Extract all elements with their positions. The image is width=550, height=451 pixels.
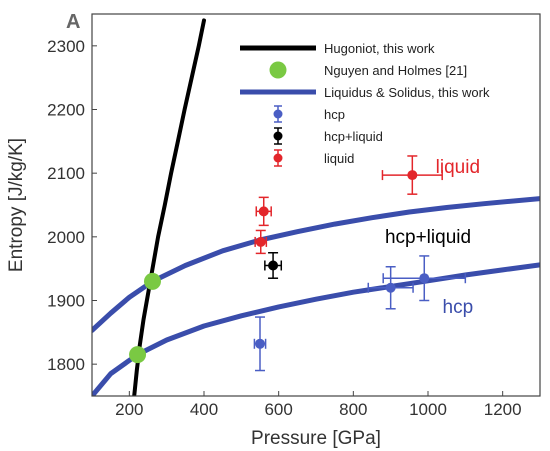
legend-marker-swatch xyxy=(273,131,283,141)
annotation-hcp: hcp xyxy=(443,297,474,318)
data-marker xyxy=(255,236,266,247)
nguyen-holmes-point xyxy=(129,346,147,364)
hcp-point xyxy=(253,316,267,372)
y-tick-label: 1900 xyxy=(47,292,85,311)
ticks-layer: 200 400 600 800 1000 1200 1800 1900 2000 2100 2200… xyxy=(47,37,521,419)
y-axis-label: Entropy [J/kg/K] xyxy=(6,138,27,272)
legend-label: Hugoniot, this work xyxy=(324,41,435,56)
y-tick-label: 2300 xyxy=(47,37,85,56)
legend-marker-swatch xyxy=(269,61,287,79)
x-tick-label: 1200 xyxy=(484,400,522,419)
legend-entry-nguyen-and-holmes-21: Nguyen and Holmes [21] xyxy=(269,61,467,79)
hugoniot-this-work-line xyxy=(132,18,206,396)
data-marker xyxy=(407,170,418,181)
hcp-point xyxy=(382,255,467,302)
x-axis-label: Pressure [GPa] xyxy=(251,428,381,449)
legend-entry-liquid: liquid xyxy=(273,149,354,167)
legend-label: hcp+liquid xyxy=(324,129,383,144)
data-marker xyxy=(258,206,269,217)
liquid-point xyxy=(255,196,272,227)
plot-frame xyxy=(91,13,541,397)
annotations: liquid hcp+liquid hcp xyxy=(385,157,480,318)
hcp-point xyxy=(367,266,414,310)
x-tick-label: 1000 xyxy=(409,400,447,419)
y-tick-label: 2200 xyxy=(47,101,85,120)
legend-entry-hcp-liquid: hcp+liquid xyxy=(273,127,383,145)
x-tick-label: 600 xyxy=(264,400,292,419)
legend-label: liquid xyxy=(324,151,354,166)
x-tick-label: 200 xyxy=(115,400,143,419)
hcp-liquid-point xyxy=(264,252,283,279)
legend-label: Nguyen and Holmes [21] xyxy=(324,63,467,78)
legend-label: Liquidus & Solidus, this work xyxy=(324,85,490,100)
legend-entry-liquidus-solidus-this-work: Liquidus & Solidus, this work xyxy=(240,85,490,100)
data-marker xyxy=(268,260,279,271)
liquid-point xyxy=(381,155,443,195)
data-marker xyxy=(419,273,430,284)
liquidus-line xyxy=(92,196,540,333)
nguyen-holmes-point xyxy=(143,272,161,290)
legend: Hugoniot, this work Nguyen and Holmes [21… xyxy=(240,41,490,167)
legend-label: hcp xyxy=(324,107,345,122)
legend-marker-swatch xyxy=(273,109,283,119)
liquid-point xyxy=(254,229,268,255)
legend-entry-hugoniot-this-work: Hugoniot, this work xyxy=(240,41,435,56)
x-tick-label: 400 xyxy=(190,400,218,419)
data-marker xyxy=(385,282,396,293)
annotation-liquid: liquid xyxy=(436,157,480,178)
x-tick-label: 800 xyxy=(339,400,367,419)
data-marker xyxy=(255,338,265,349)
legend-entry-hcp: hcp xyxy=(273,105,345,123)
annotation-hcp-liquid: hcp+liquid xyxy=(385,227,471,248)
panel-label: A xyxy=(66,11,80,33)
y-tick-label: 1800 xyxy=(47,355,85,374)
y-tick-label: 2100 xyxy=(47,164,85,183)
series-layer xyxy=(92,18,540,396)
legend-marker-swatch xyxy=(273,153,283,163)
y-tick-label: 2000 xyxy=(47,228,85,247)
